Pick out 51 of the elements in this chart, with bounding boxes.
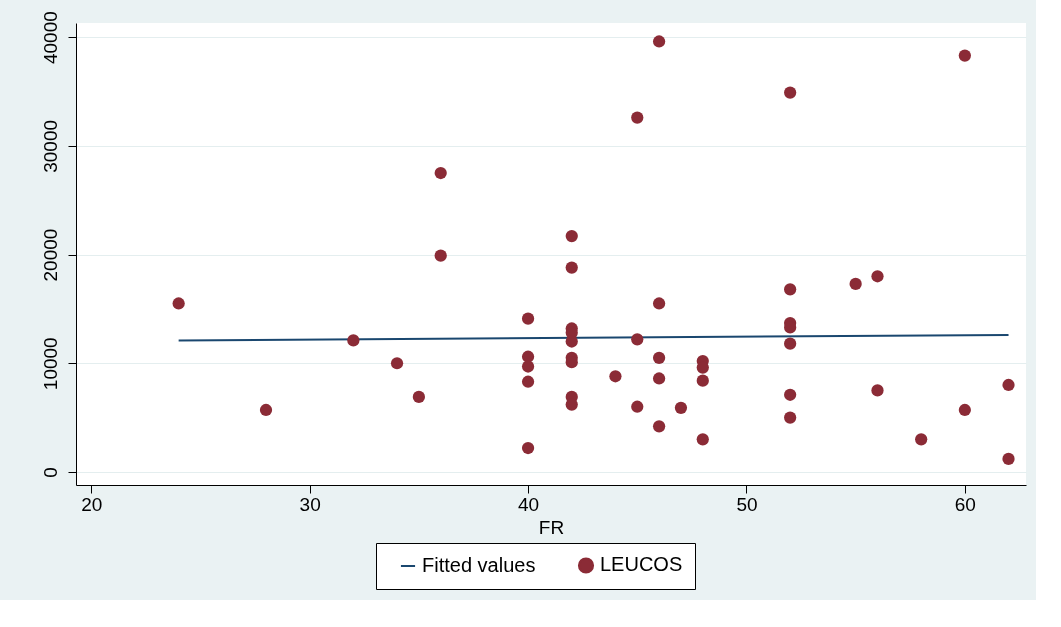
point [521,441,535,455]
legend-label: Fitted values [422,554,536,576]
point [347,334,360,347]
point [784,86,797,99]
point [521,312,535,325]
point [412,390,425,404]
point [609,370,622,383]
point [849,277,862,291]
legend-label: LEUCOS [600,553,683,576]
point [565,261,578,274]
point [871,384,884,397]
point [390,357,404,370]
point [434,166,447,180]
point [871,270,884,283]
point [784,411,797,424]
point [631,111,644,124]
x-tick-label: 30 [299,493,321,515]
point [696,374,709,387]
point [652,351,666,364]
x-tick-label: 50 [736,493,758,515]
x-tick-label: 60 [954,493,976,515]
point [631,400,644,413]
y-tick-label: 0 [39,467,61,478]
point [958,49,971,62]
point [784,337,797,350]
point [696,433,709,446]
point [958,403,971,417]
y-tick-label: 30000 [39,119,61,173]
y-tick-label: 10000 [39,337,61,391]
point [674,401,688,414]
x-tick-label: 40 [518,493,540,515]
point [784,283,797,296]
point [1002,452,1015,466]
point [565,229,578,243]
point [1002,378,1015,392]
point [652,297,666,310]
point [259,403,273,417]
x-tick-label: 20 [81,493,103,515]
y-tick-label: 40000 [39,11,61,65]
point [652,35,666,48]
y-tick-label: 20000 [39,228,61,282]
point [521,375,535,388]
point [915,433,928,446]
x-axis-title: FR [538,516,565,538]
point [434,249,447,262]
point [521,360,535,373]
point [784,388,797,401]
point [631,333,644,346]
point [652,372,666,385]
point [652,420,666,433]
point [172,297,185,310]
